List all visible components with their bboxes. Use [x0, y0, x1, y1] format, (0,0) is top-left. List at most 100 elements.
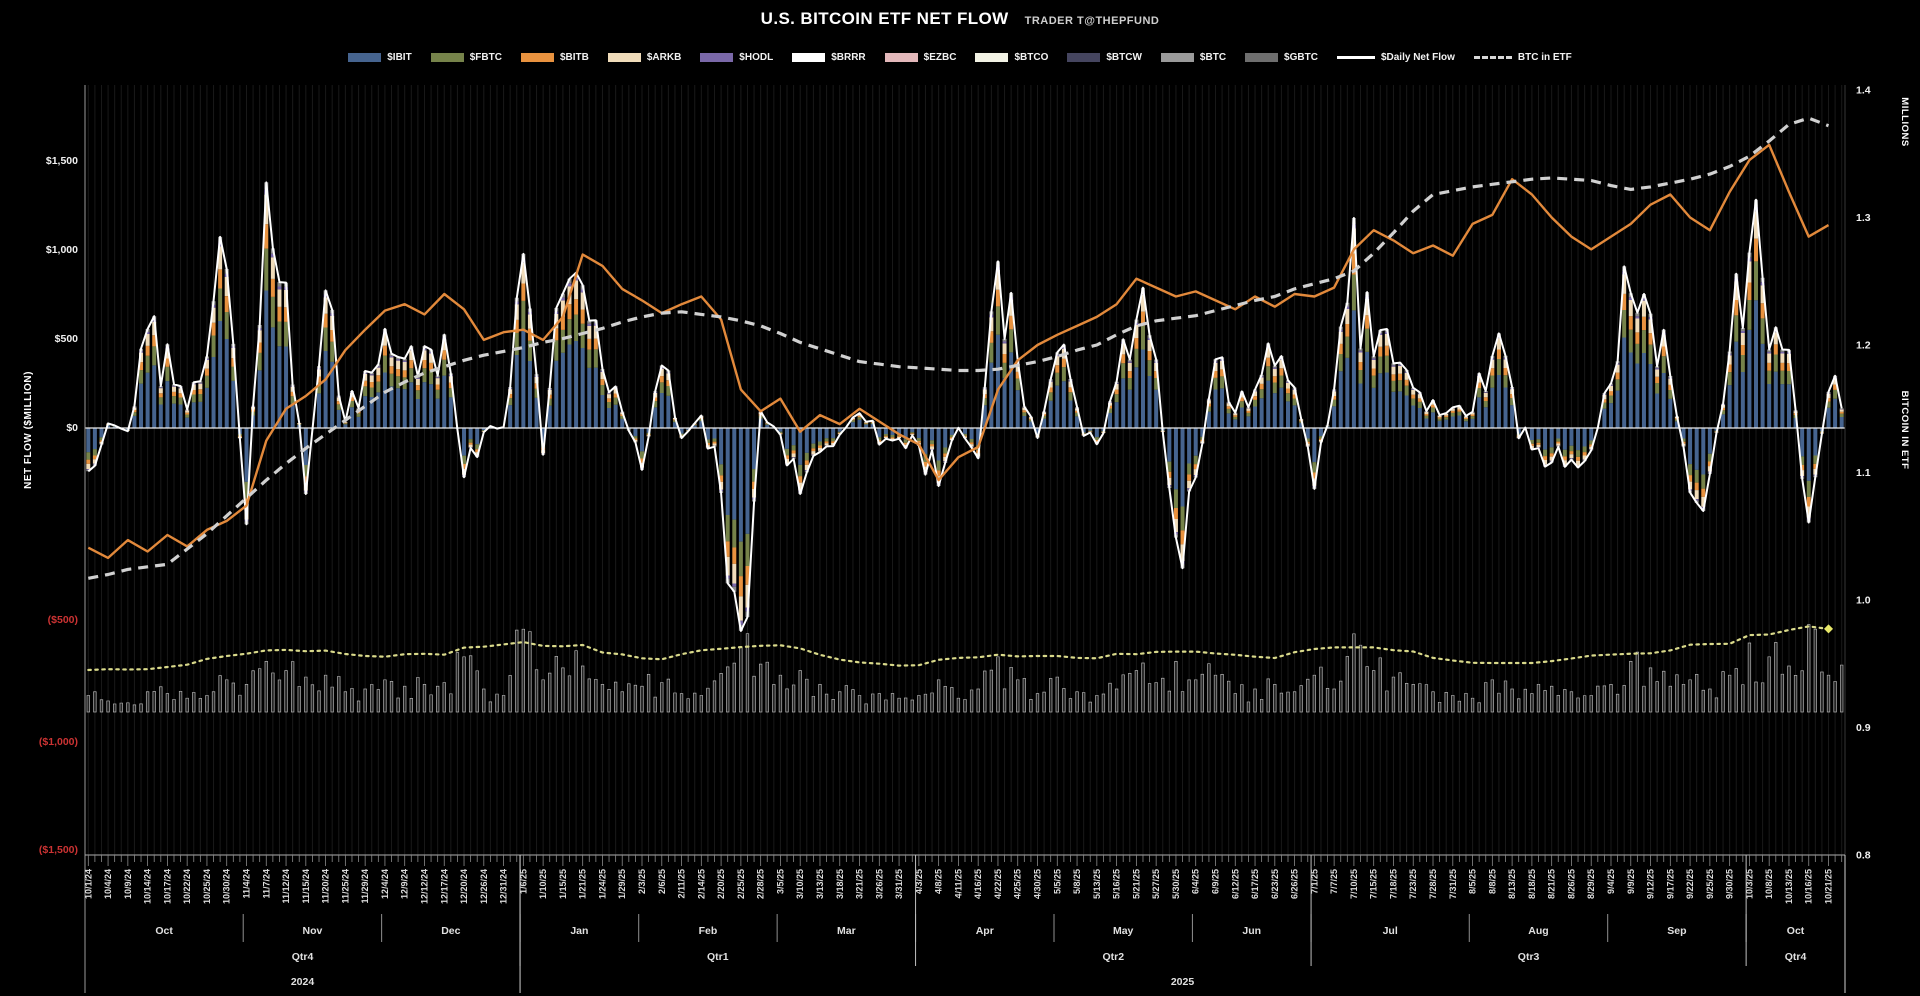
legend-label: $ARKB — [646, 52, 682, 63]
x-tick-label: 11/20/24 — [321, 869, 331, 904]
right-axis-unit-title: MILLIONS — [1899, 97, 1910, 146]
month-label: Oct — [1787, 925, 1805, 937]
x-tick-label: 12/26/24 — [479, 869, 489, 904]
month-label: Sep — [1667, 925, 1686, 937]
x-tick-label: 10/3/25 — [1744, 869, 1754, 899]
x-tick-label: 8/5/25 — [1468, 869, 1478, 894]
quarter-band: Qtr4 Qtr1 Qtr2 Qtr3 Qtr4 — [292, 855, 1846, 966]
chart-byline: TRADER T@THEPFUND — [1024, 15, 1160, 27]
x-tick-label: 3/21/25 — [855, 869, 865, 899]
left-axis-tick-label: $500 — [55, 333, 79, 345]
x-tick-label: 9/12/25 — [1646, 869, 1656, 899]
legend-item-ezbc: $EZBC — [884, 52, 957, 63]
right-axis-title: BITCOIN IN ETF — [1899, 391, 1910, 470]
legend-item-hodl: $HODL — [700, 52, 773, 63]
x-tick-label: 1/21/25 — [578, 869, 588, 899]
axis-titles: NET FLOW ($MILLION) MILLIONS BITCOIN IN ET… — [23, 97, 1910, 489]
year-label: 2024 — [291, 976, 315, 988]
month-label: Mar — [837, 925, 856, 937]
x-tick-label: 5/8/25 — [1072, 869, 1082, 894]
x-tick-label: 9/25/25 — [1705, 869, 1715, 899]
right-axis-tick-label: 1.1 — [1856, 467, 1871, 479]
legend-label: $BITB — [559, 52, 589, 63]
x-tick-label: 5/27/25 — [1151, 869, 1161, 899]
x-tick-label: 10/1/24 — [83, 869, 93, 899]
x-tick-label: 10/9/24 — [123, 869, 133, 899]
x-tick-label: 9/17/25 — [1665, 869, 1675, 899]
x-tick-label: 5/30/25 — [1171, 869, 1181, 899]
x-tick-label: 10/22/24 — [182, 869, 192, 904]
x-tick-label: 4/25/25 — [1013, 869, 1023, 899]
x-tick-label: 3/31/25 — [894, 869, 904, 899]
x-tick-label: 9/9/25 — [1626, 869, 1636, 894]
x-tick-label: 10/30/24 — [222, 869, 232, 904]
volume-average-dotted-line — [87, 624, 1834, 672]
x-tick-label: 3/26/25 — [874, 869, 884, 899]
x-tick-label: 8/13/25 — [1507, 869, 1517, 899]
left-axis-tick-label: $0 — [66, 422, 78, 434]
x-tick-label: 12/12/24 — [419, 869, 429, 904]
x-tick-label: 9/30/25 — [1725, 869, 1735, 899]
x-tick-label: 10/8/25 — [1764, 869, 1774, 899]
month-label: Jun — [1242, 925, 1261, 937]
right-axis-tick-label: 1.4 — [1856, 85, 1871, 97]
x-tick-label: 11/15/24 — [301, 869, 311, 904]
quarter-label: Qtr4 — [1785, 951, 1807, 963]
chart-title: U.S. BITCOIN ETF NET FLOW — [760, 9, 1009, 28]
legend-item-brrr: $BRRR — [792, 52, 866, 63]
x-tick-label: 7/31/25 — [1448, 869, 1458, 899]
right-axis-tick-label: 0.8 — [1856, 850, 1871, 862]
right-axis-tick-label: 1.2 — [1856, 340, 1871, 352]
right-axis-tick-label: 0.9 — [1856, 722, 1871, 734]
month-label: May — [1113, 925, 1134, 937]
x-tick-label: 11/25/24 — [340, 869, 350, 904]
x-tick-label: 2/14/25 — [696, 869, 706, 899]
left-axis-title: NET FLOW ($MILLION) — [23, 371, 34, 489]
x-tick-label: 12/17/24 — [439, 869, 449, 904]
x-tick-label: 10/13/25 — [1784, 869, 1794, 904]
left-axis-tick-label: ($500) — [48, 614, 78, 626]
legend-item-ibit: $IBIT — [348, 52, 412, 63]
month-band: Oct Nov Dec Jan Feb Mar Apr May Jun Jul Aug Sep Oct — [155, 914, 1846, 942]
legend-swatch-icon — [700, 53, 734, 62]
x-tick-label: 2/20/25 — [716, 869, 726, 899]
legend-item-dailynetflow: $Daily Net Flow — [1336, 52, 1455, 63]
legend-label: $BTCW — [1106, 52, 1142, 63]
legend-item-btcinetf: BTC in ETF — [1473, 52, 1572, 63]
x-tick-label: 6/23/25 — [1270, 869, 1280, 899]
quarter-label: Qtr1 — [707, 951, 729, 963]
x-tick-label: 12/9/24 — [400, 869, 410, 899]
title-row: U.S. BITCOIN ETF NET FLOW TRADER T@THEPF… — [0, 9, 1920, 29]
x-tick-label: 9/22/25 — [1685, 869, 1695, 899]
legend-swatch-icon — [520, 53, 554, 62]
legend-swatch-icon — [1160, 53, 1194, 62]
day-gridlines — [87, 85, 1843, 855]
legend-label: $BRRR — [831, 52, 866, 63]
legend-dashed-line-icon — [1473, 56, 1512, 59]
legend-item-arkb: $ARKB — [607, 52, 682, 63]
legend-swatch-icon — [1067, 53, 1101, 62]
left-axis-tick-label: ($1,500) — [39, 844, 78, 856]
x-tick-label: 3/5/25 — [775, 869, 785, 894]
legend-label: $EZBC — [923, 52, 957, 63]
legend-label: BTC in ETF — [1517, 52, 1572, 63]
x-tick-label: 7/10/25 — [1349, 869, 1359, 899]
x-tick-label: 2/3/25 — [637, 869, 647, 894]
x-tick-label: 5/21/25 — [1131, 869, 1141, 899]
x-tick-label: 2/25/25 — [736, 869, 746, 899]
legend-label: $IBIT — [387, 52, 412, 63]
daily-net-flow-line — [87, 181, 1843, 632]
x-tick-label: 10/14/24 — [143, 869, 153, 904]
quarter-label: Qtr2 — [1103, 951, 1125, 963]
x-tick-label: 7/1/25 — [1309, 869, 1319, 894]
legend-item-btcw: $BTCW — [1067, 52, 1142, 63]
legend-swatch-icon — [1245, 53, 1279, 62]
x-tick-label: 8/8/25 — [1487, 869, 1497, 894]
quarter-label: Qtr4 — [292, 951, 314, 963]
legend-label: $BTCO — [1014, 52, 1049, 63]
x-tick-label: 4/8/25 — [934, 869, 944, 894]
legend-item-btco: $BTCO — [975, 52, 1048, 63]
x-tick-label: 1/10/25 — [538, 869, 548, 899]
